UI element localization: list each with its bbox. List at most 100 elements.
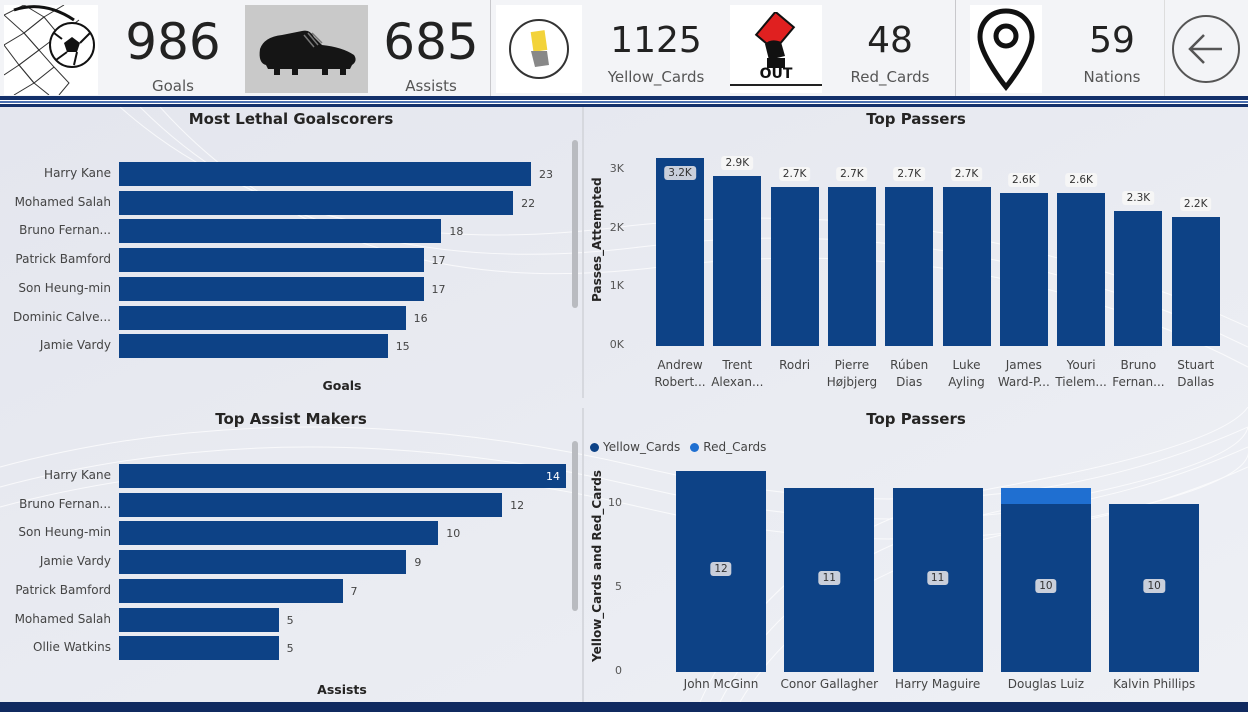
bar-category-label: Luke Ayling	[948, 357, 984, 391]
bar-value-label: 11	[926, 570, 949, 585]
bar	[119, 305, 406, 330]
bar-category-label: Pierre Højbjerg	[827, 357, 877, 391]
red-cards-kpi-value: 48	[867, 20, 913, 61]
back-arrow-icon	[1188, 34, 1222, 64]
yellow-cards-kpi-value: 1125	[610, 20, 702, 61]
assist-makers-scrollbar[interactable]	[572, 441, 578, 611]
goalscorers-scrollbar[interactable]	[572, 140, 578, 308]
cards-panel: Top Passers Yellow_Cards Red_Cards Yello…	[584, 408, 1248, 702]
cards-y-axis-title: Yellow_Cards and Red_Cards	[590, 470, 604, 662]
bar-value-label: 11	[818, 570, 840, 585]
bar-value-label: 16	[413, 311, 428, 325]
y-tick-label: 5	[615, 580, 622, 594]
bar-value-label: 2.7K	[950, 167, 983, 182]
bar-category-label: Bruno Fernan...	[1112, 357, 1164, 391]
cards-title: Top Passers	[866, 410, 966, 428]
bar	[999, 193, 1048, 346]
bar-category-label: Jamie Vardy	[39, 338, 111, 353]
bar-category-label: Patrick Bamford	[15, 252, 111, 267]
category-line: Fernan...	[1112, 375, 1165, 389]
bar-value-label: 3.2K	[664, 166, 696, 180]
legend-swatch-red-cards	[690, 442, 700, 452]
assist-makers-panel: Top Assist Makers Harry Kane 14 Bruno Fern…	[0, 408, 582, 702]
red-card-out-text: OUT	[759, 66, 793, 82]
bar	[827, 187, 876, 346]
bar-category-label: Son Heung-min	[18, 525, 111, 540]
bar-category-label: Rodri	[779, 357, 810, 374]
bar-value-label: 17	[431, 254, 446, 268]
bar-category-label: Harry Kane	[44, 166, 111, 180]
bar-value-label: 2.2K	[1179, 196, 1212, 211]
bar-value-label: 12	[510, 498, 525, 512]
bar-value-label: 9	[414, 556, 422, 570]
category-line: Dallas	[1177, 375, 1215, 389]
kpi-divider	[1164, 0, 1165, 98]
back-button[interactable]	[1172, 15, 1240, 83]
bar	[1114, 210, 1163, 346]
category-line: Bruno	[1120, 358, 1157, 372]
assists-x-axis-title: Assists	[317, 682, 367, 697]
bar-value-label: 2.9K	[721, 155, 754, 170]
top-passers-panel: Top Passers Passes_Attempted 3K 2K 1K 0K 3.2…	[584, 107, 1248, 398]
bar	[119, 636, 279, 661]
bar-value-label: 2.7K	[893, 167, 925, 182]
bar	[885, 187, 934, 346]
bar-category-label: Trent Alexan...	[711, 357, 763, 391]
bar-category-label: James Ward-P...	[998, 357, 1050, 391]
goalscorers-title: Most Lethal Goalscorers	[188, 110, 394, 128]
panel-divider	[582, 107, 584, 398]
header-stripe	[0, 101, 1248, 103]
bar-value-label: 5	[286, 613, 294, 627]
bar-category-label: Mohamed Salah	[14, 194, 111, 209]
bar-category-label: Mohamed Salah	[14, 611, 111, 626]
bar-category-label: Stuart Dallas	[1177, 357, 1214, 391]
category-line: Trent	[722, 358, 753, 372]
bar-value-label: 17	[431, 282, 446, 296]
legend-swatch-yellow-cards	[590, 442, 599, 452]
bar	[1171, 216, 1220, 346]
category-line: Andrew	[657, 358, 703, 372]
bar-value-label: 22	[521, 196, 536, 210]
nations-kpi-label: Nations	[1083, 68, 1141, 86]
category-line: James	[1005, 358, 1042, 372]
y-tick-label: 0K	[609, 338, 624, 351]
bar	[770, 187, 819, 346]
bar-value-label: 2.7K	[778, 167, 811, 182]
nations-kpi-value: 59	[1089, 20, 1135, 61]
bar	[119, 578, 343, 603]
bar	[713, 175, 762, 346]
category-line: Luke	[952, 358, 981, 372]
bar	[119, 248, 424, 273]
bar-category-label: Bruno Fernan...	[19, 223, 111, 238]
cards-legend: Yellow_Cards Red_Cards	[590, 440, 766, 454]
category-line: Robert...	[654, 375, 706, 389]
bar	[119, 550, 407, 575]
y-tick-label: 10	[608, 496, 622, 510]
football-boot-icon	[245, 5, 368, 93]
legend-label-red-cards: Red_Cards	[703, 440, 767, 454]
red-card-underline	[730, 84, 822, 86]
assists-kpi-value: 685	[383, 13, 479, 71]
bar	[656, 158, 704, 346]
header-stripe	[0, 96, 1248, 100]
bar	[119, 276, 424, 301]
bar-value-label: 14	[546, 470, 560, 483]
bar-red-cards	[1000, 487, 1091, 505]
goalscorers-x-axis-title: Goals	[322, 378, 362, 393]
bar	[119, 190, 514, 215]
yellow-card-icon	[496, 5, 582, 93]
bar-value-label: 2.6K	[1008, 173, 1040, 188]
bar	[119, 607, 279, 632]
bar	[119, 162, 531, 186]
bar-value-label: 10	[1035, 579, 1057, 594]
bar-value-label: 7	[350, 584, 358, 598]
panel-divider	[582, 408, 584, 702]
location-pin-icon	[970, 5, 1042, 93]
goals-kpi-value: 986	[125, 13, 221, 71]
category-line: Højbjerg	[826, 375, 878, 389]
category-line: Pierre	[834, 358, 870, 372]
bar	[119, 219, 442, 244]
bar-value-label: 10	[1143, 579, 1165, 594]
goalscorers-panel: Most Lethal Goalscorers Harry Kane 23 Moha…	[0, 107, 582, 398]
bottom-stripe	[0, 702, 1248, 712]
